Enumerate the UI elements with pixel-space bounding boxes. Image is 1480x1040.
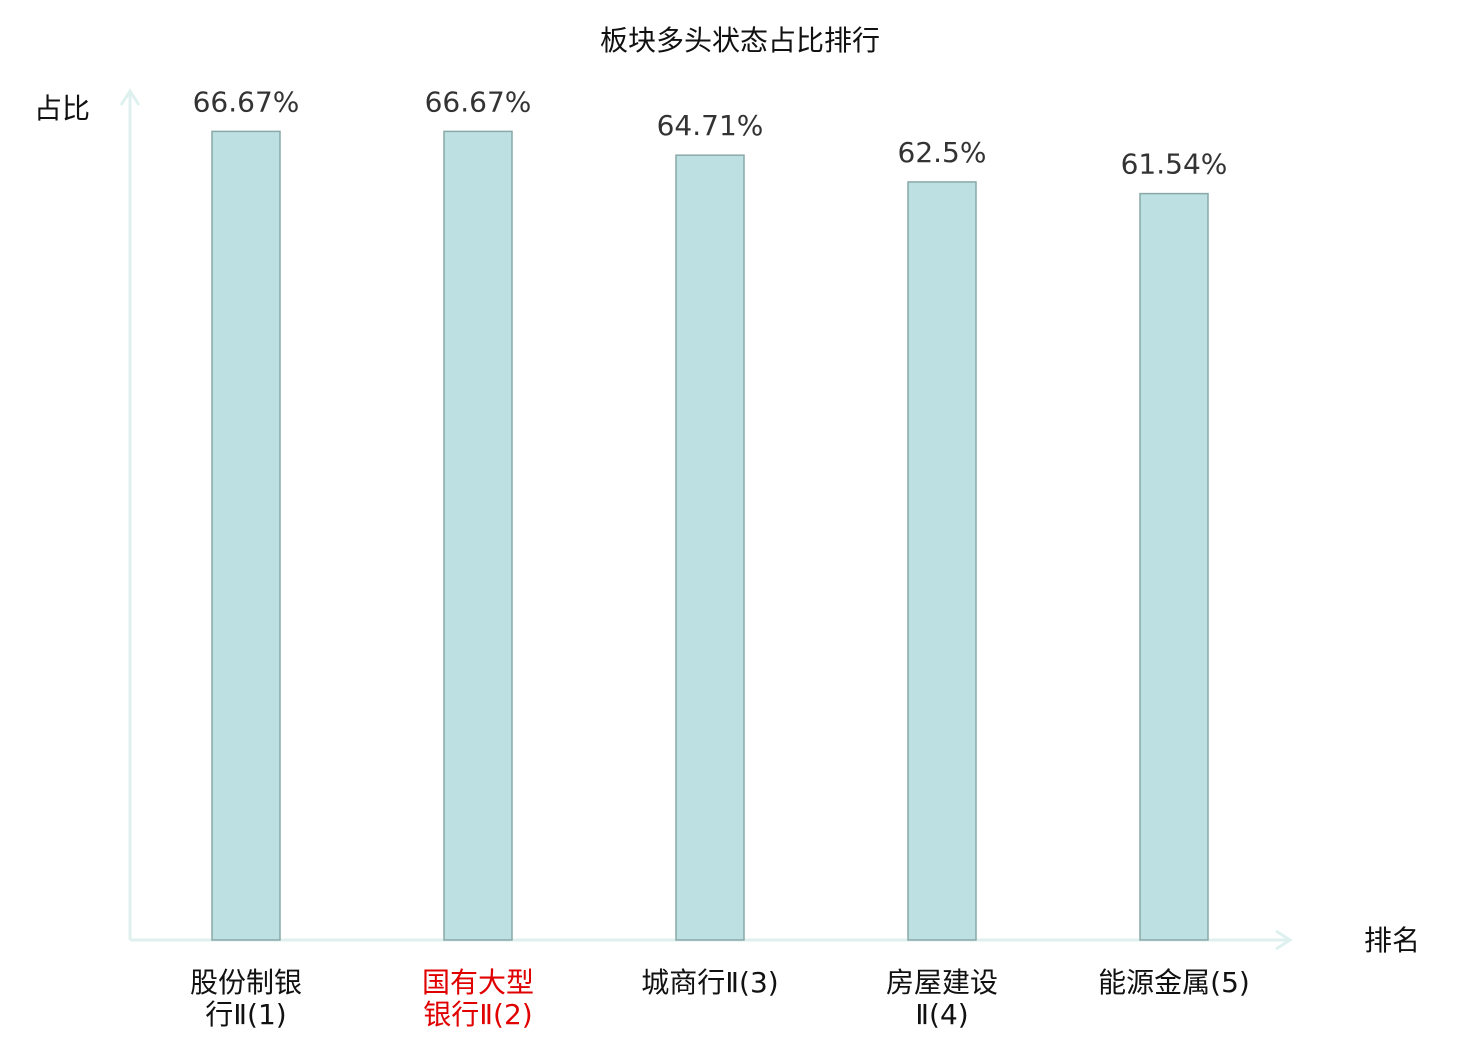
x-axis-arrow — [1275, 929, 1293, 951]
bar — [675, 154, 745, 941]
x-tick-label: 能源金属(5) — [1098, 966, 1250, 999]
chart-title: 板块多头状态占比排行 — [600, 24, 880, 57]
y-axis-label: 占比 — [34, 92, 90, 125]
x-axis-label: 排名 — [1364, 924, 1420, 957]
x-tick-label: 国有大型银行Ⅱ(2) — [422, 966, 534, 1031]
bar — [907, 181, 977, 941]
x-tick-label: 房屋建设 Ⅱ(4) — [886, 966, 998, 1031]
value-label: 61.54% — [1121, 148, 1228, 181]
bar — [443, 130, 513, 941]
x-tick-label: 城商行Ⅱ(3) — [641, 966, 778, 999]
bar — [211, 130, 281, 941]
value-label: 66.67% — [193, 85, 300, 118]
x-tick-label: 股份制银行Ⅱ(1) — [190, 966, 302, 1031]
value-label: 66.67% — [425, 85, 532, 118]
bar — [1139, 192, 1209, 941]
y-axis-arrow — [119, 88, 141, 106]
value-label: 64.71% — [657, 109, 764, 142]
value-label: 62.5% — [898, 136, 987, 169]
